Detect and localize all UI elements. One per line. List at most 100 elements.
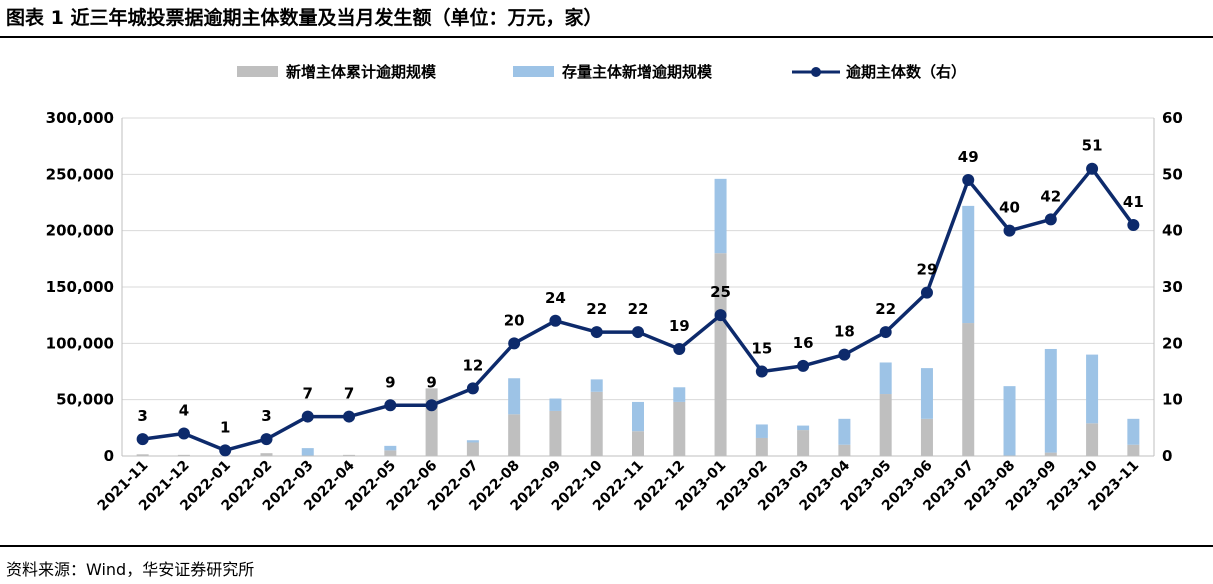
bar-blue (797, 425, 810, 431)
bar-blue (466, 440, 479, 443)
line-point (879, 326, 892, 339)
bar-grey (920, 418, 933, 456)
line-point (1127, 219, 1140, 232)
line-point (343, 410, 356, 423)
data-label: 9 (426, 373, 436, 391)
bar-grey (755, 437, 768, 456)
data-label: 40 (999, 199, 1020, 217)
bar-blue (590, 379, 603, 392)
line-point (260, 433, 273, 446)
bar-grey (508, 414, 521, 456)
data-label: 15 (751, 340, 772, 358)
left-tick-label: 0 (104, 447, 114, 465)
line-point (920, 286, 933, 299)
bar-grey (838, 444, 851, 456)
bar-grey (177, 454, 190, 456)
legend: 新增主体累计逾期规模 存量主体新增逾期规模 逾期主体数（右） (237, 63, 966, 81)
bar-grey (673, 401, 686, 456)
axes (121, 118, 1155, 457)
bar-grey (962, 323, 975, 456)
bar-grey (879, 394, 892, 456)
data-label: 24 (545, 289, 566, 307)
line-point (136, 433, 149, 446)
right-tick-label: 20 (1162, 334, 1183, 352)
line-point (549, 314, 562, 327)
bar-grey (343, 454, 356, 456)
bar-blue (549, 398, 562, 411)
line-point (797, 359, 810, 372)
line-point (632, 326, 644, 339)
data-label: 1 (220, 418, 230, 436)
bar-grey (797, 430, 810, 456)
bar-blue (673, 387, 686, 402)
right-tick-label: 50 (1162, 165, 1183, 183)
right-tick-label: 60 (1162, 109, 1183, 127)
right-tick-label: 10 (1162, 391, 1183, 409)
legend-swatch-blue (513, 66, 554, 77)
legend-label-line: 逾期主体数（右） (846, 63, 966, 81)
line-point (219, 444, 232, 457)
legend-label-blue: 存量主体新增逾期规模 (562, 63, 713, 81)
bar-blue (962, 205, 975, 324)
data-label: 22 (875, 300, 896, 318)
bar-grey (549, 410, 562, 456)
data-label: 29 (917, 261, 938, 279)
line-point (384, 399, 397, 412)
right-tick-label: 30 (1162, 278, 1183, 296)
line-point (838, 348, 851, 361)
left-tick-label: 250,000 (46, 165, 114, 183)
data-label: 25 (710, 283, 731, 301)
left-tick-label: 200,000 (46, 222, 114, 240)
data-label: 7 (344, 385, 354, 403)
bar-blue (632, 401, 644, 432)
bar-grey (260, 453, 273, 456)
bar-blue (838, 418, 851, 445)
data-label: 22 (586, 300, 607, 318)
bar-grey (1127, 444, 1140, 456)
bar-grey (466, 442, 479, 456)
bar-blue (755, 424, 768, 438)
data-label: 4 (179, 401, 189, 419)
bar-grey (1086, 423, 1099, 456)
bar-blue (1086, 354, 1099, 424)
line-point (1044, 213, 1057, 226)
bar-grey (425, 388, 438, 456)
line-point (962, 173, 975, 186)
bar-grey (384, 450, 397, 456)
bar-blue (879, 362, 892, 395)
line-point (508, 337, 521, 350)
bar-grey (714, 253, 727, 456)
line-point (1086, 162, 1099, 175)
figure-title: 图表 1 近三年城投票据逾期主体数量及当月发生额（单位：万元，家） (6, 7, 603, 29)
bar-blue (1003, 386, 1016, 456)
bar-blue (714, 178, 727, 254)
bar-grey (1044, 452, 1057, 456)
legend-swatch-grey (237, 66, 278, 77)
bar-grey (632, 431, 644, 456)
data-label: 42 (1040, 187, 1061, 205)
bar-blue (1044, 348, 1057, 453)
data-label: 3 (261, 407, 271, 425)
data-label: 49 (958, 148, 979, 166)
top-divider (0, 36, 1213, 38)
data-label: 3 (137, 407, 147, 425)
line-point (714, 309, 727, 322)
left-tick-label: 150,000 (46, 278, 114, 296)
data-label: 20 (504, 311, 525, 329)
line-point (590, 326, 603, 339)
data-label: 16 (793, 334, 814, 352)
bars (136, 178, 1140, 456)
data-label: 18 (834, 323, 855, 341)
data-label: 7 (303, 385, 313, 403)
bar-blue (508, 378, 521, 415)
data-label: 41 (1123, 193, 1144, 211)
line-point (425, 399, 438, 412)
data-label: 51 (1082, 137, 1103, 155)
left-tick-label: 100,000 (46, 334, 114, 352)
bar-blue (301, 448, 314, 456)
gridlines (122, 117, 1154, 401)
line-point (466, 382, 479, 395)
data-label: 9 (385, 373, 395, 391)
